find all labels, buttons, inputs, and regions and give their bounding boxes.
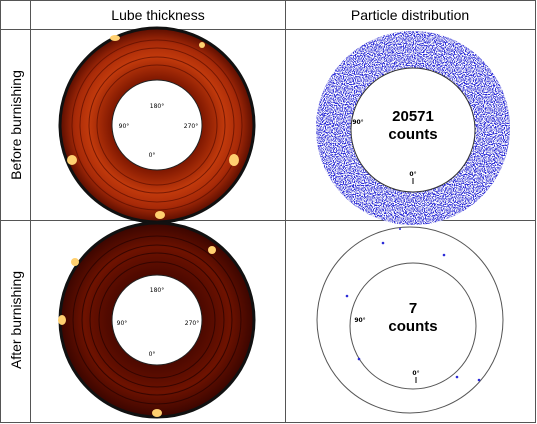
row-label: After burnishing (8, 271, 24, 369)
column-header: Particle distribution (351, 7, 469, 23)
figure-table: Lube thickness Particle distribution Bef… (0, 0, 537, 424)
count-unit: counts (388, 126, 437, 143)
angle-label: 90° (117, 320, 128, 327)
particle-map: 90° 0° 20571 counts (316, 31, 510, 225)
angle-label: 270° (185, 320, 199, 327)
angle-label: 0° (409, 171, 416, 178)
particle-map: 90° 0° 7 counts (317, 227, 503, 413)
angle-label: 0° (149, 152, 156, 159)
row-label: Before burnishing (8, 70, 24, 180)
angle-label: 0° (149, 351, 156, 358)
count-value: 20571 (392, 108, 434, 125)
count-unit: counts (388, 318, 437, 335)
lube-map: 180° 90° 270° 0° (58, 223, 254, 417)
angle-label: 180° (150, 103, 164, 110)
angle-label: 270° (184, 123, 198, 130)
lube-map: 180° 90° 270° 0° (60, 28, 254, 222)
count-value: 7 (409, 300, 417, 317)
angle-label: 90° (119, 123, 130, 130)
angle-label: 90° (352, 119, 363, 126)
angle-label: 0° (412, 370, 419, 377)
column-header: Lube thickness (111, 7, 204, 23)
angle-label: 180° (150, 287, 164, 294)
angle-label: 90° (354, 317, 365, 324)
